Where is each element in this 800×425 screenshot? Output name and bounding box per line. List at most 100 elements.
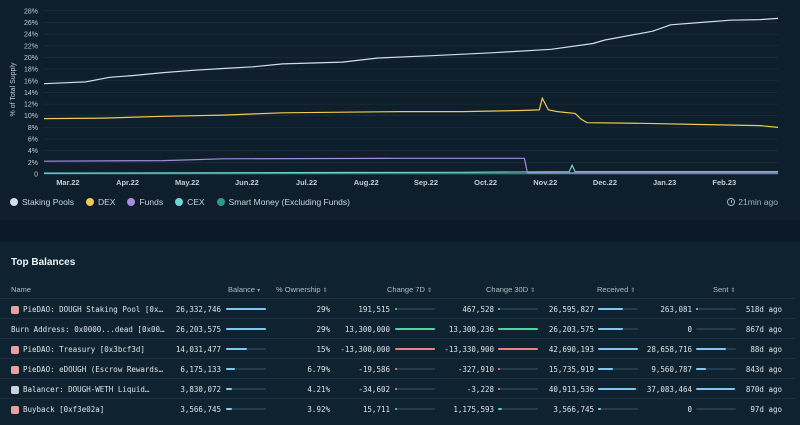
y-tick-label: 24% xyxy=(24,32,38,39)
received-value: 40,913,536 xyxy=(548,385,594,394)
series-line-dex[interactable] xyxy=(43,96,779,128)
change-30d-bar-track xyxy=(498,368,538,370)
sort-desc-icon: ▾ xyxy=(257,288,261,294)
legend-item[interactable]: Staking Pools xyxy=(10,197,74,207)
supply-distribution-chart-panel: 0 2% 4% 6% 8% 10% 12% 14% 16% 18% 20% 22% 24% 26% 28%%… xyxy=(10,8,779,207)
ownership-value: 15% xyxy=(316,345,330,354)
table-row[interactable]: Buyback [0xf3e02a] 3,566,745 3.92% 15,711 1,… xyxy=(0,398,800,418)
legend-label: Staking Pools xyxy=(22,197,74,207)
last-activity-value: 843d ago xyxy=(745,365,782,374)
table-row[interactable]: PieDAO: eDOUGH (Escrow Rewards… 6,175,133… xyxy=(0,358,800,378)
sent-value: 37,083,464 xyxy=(646,385,692,394)
balance-bar-fill xyxy=(226,308,266,310)
legend-dot-icon xyxy=(10,198,18,206)
change-30d-bar-fill xyxy=(498,328,538,330)
entity-name-cell[interactable]: PieDAO: DOUGH Staking Pool [0x… xyxy=(11,305,171,314)
change-7d-bar-fill xyxy=(395,348,435,350)
entity-name-cell[interactable]: PieDAO: eDOUGH (Escrow Rewards… xyxy=(11,365,171,374)
legend-dot-icon xyxy=(216,198,225,206)
change-30d-bar-track xyxy=(498,308,538,310)
legend-item[interactable]: DEX xyxy=(85,197,116,207)
received-bar-fill xyxy=(598,308,623,310)
change-7d-value: -19,586 xyxy=(358,365,390,374)
balance-bar-track xyxy=(226,348,266,350)
piedao-icon xyxy=(11,345,19,354)
balance-bar-fill xyxy=(226,368,236,370)
ownership-value: 29% xyxy=(316,305,330,314)
y-tick-label: 0 xyxy=(34,172,38,179)
scrollbar[interactable] xyxy=(795,298,800,425)
x-tick-label: Aug.22 xyxy=(354,178,379,187)
header-ownership[interactable]: % Ownership ⇕ xyxy=(276,285,328,294)
legend-item[interactable]: Smart Money (Excluding Funds) xyxy=(216,197,350,207)
table-row[interactable]: Balancer: DOUGH-WETH Liquid… 3,830,072 4.2… xyxy=(0,378,800,398)
series-line-cex[interactable] xyxy=(43,163,778,174)
received-bar-track xyxy=(598,408,638,410)
header-received[interactable]: Received ⇕ xyxy=(597,285,636,294)
legend-item[interactable]: Funds xyxy=(127,197,163,207)
sent-bar-fill xyxy=(696,388,735,390)
entity-name-cell[interactable]: Balancer: DOUGH-WETH Liquid… xyxy=(11,385,171,394)
balance-bar-track xyxy=(226,328,266,330)
sent-value: 0 xyxy=(687,405,692,414)
y-tick-label: 12% xyxy=(24,102,38,109)
entity-name-cell[interactable]: Buyback [0xf3e02a] xyxy=(11,405,171,414)
series-line-staking-pools[interactable] xyxy=(43,17,779,85)
change-7d-value: 15,711 xyxy=(362,405,390,414)
y-tick-label: 26% xyxy=(24,20,38,27)
change-7d-bar-track xyxy=(395,368,435,370)
received-value: 3,566,745 xyxy=(553,405,594,414)
last-activity-value: 518d ago xyxy=(745,305,782,314)
sent-bar-track xyxy=(696,368,736,370)
clock-icon xyxy=(727,198,736,206)
series-line-funds[interactable] xyxy=(43,157,778,174)
header-change-7d[interactable]: Change 7D ⇕ xyxy=(387,285,432,294)
y-tick-label: 8% xyxy=(28,125,38,132)
y-tick-label: 4% xyxy=(28,148,38,155)
change-30d-value: 467,528 xyxy=(462,305,494,314)
sent-bar-fill xyxy=(696,348,726,350)
sent-value: 263,081 xyxy=(660,305,692,314)
entity-name-cell[interactable]: PieDAO: Treasury [0x3bcf3d] xyxy=(11,345,171,354)
received-bar-track xyxy=(598,308,638,310)
last-updated-text: 21min ago xyxy=(738,197,778,207)
table-row[interactable]: Burn Address: 0x0000...dead [0x00… 26,203… xyxy=(0,318,800,338)
change-7d-bar-track xyxy=(395,328,435,330)
header-name[interactable]: Name xyxy=(11,285,32,294)
x-tick-label: Jul.22 xyxy=(296,178,317,187)
sort-icon: ⇕ xyxy=(730,288,736,294)
legend-item[interactable]: CEX xyxy=(175,197,205,207)
change-7d-bar-track xyxy=(395,408,435,410)
entity-name: Burn Address: 0x0000...dead [0x00… xyxy=(11,325,165,334)
header-change-30d[interactable]: Change 30D ⇕ xyxy=(486,285,536,294)
last-updated: 21min ago xyxy=(727,197,778,207)
header-balance[interactable]: Balance ▾ xyxy=(228,285,261,294)
balance-value: 14,031,477 xyxy=(175,345,221,354)
last-activity-value: 870d ago xyxy=(745,385,782,394)
change-30d-value: -327,910 xyxy=(457,365,494,374)
entity-name-cell[interactable]: Burn Address: 0x0000...dead [0x00… xyxy=(11,325,171,334)
y-tick-label: 20% xyxy=(24,55,38,62)
table-row[interactable]: PieDAO: DOUGH Staking Pool [0x… 26,332,74… xyxy=(0,298,800,318)
header-sent[interactable]: Sent ⇕ xyxy=(713,285,736,294)
top-balances-title: Top Balances xyxy=(11,257,76,268)
change-30d-bar-fill xyxy=(498,368,500,370)
received-bar-track xyxy=(598,328,638,330)
y-tick-label: 22% xyxy=(24,43,38,50)
y-tick-label: 16% xyxy=(24,78,38,85)
sent-bar-track xyxy=(696,408,736,410)
x-tick-label: Mar.22 xyxy=(56,178,79,187)
legend-label: CEX xyxy=(187,197,205,207)
legend-label: DEX xyxy=(97,197,116,207)
chart-legend: Staking Pools DEX Funds CEX Smart Money (Exc… xyxy=(10,197,350,207)
change-30d-bar-fill xyxy=(498,308,500,310)
table-row[interactable]: PieDAO: Treasury [0x3bcf3d] 14,031,477 15%… xyxy=(0,338,800,358)
entity-name: PieDAO: eDOUGH (Escrow Rewards… xyxy=(23,365,163,374)
supply-distribution-chart: 0 2% 4% 6% 8% 10% 12% 14% 16% 18% 20% 22% 24% 26% 28%%… xyxy=(10,8,779,187)
change-7d-bar-track xyxy=(395,348,435,350)
change-7d-bar-fill xyxy=(395,368,397,370)
last-activity-value: 97d ago xyxy=(750,405,782,414)
change-30d-bar-fill xyxy=(498,388,500,390)
sent-value: 9,560,787 xyxy=(651,365,692,374)
x-tick-label: Nov.22 xyxy=(533,178,557,187)
